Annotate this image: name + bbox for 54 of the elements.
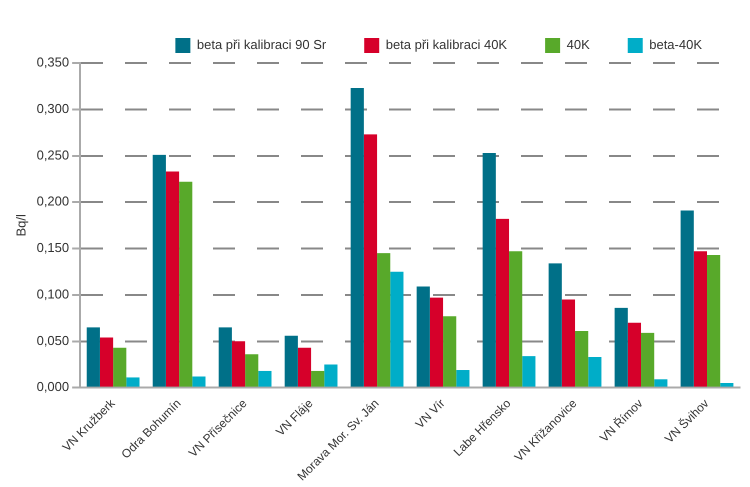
y-tick-label: 0,000 xyxy=(36,379,70,394)
bar xyxy=(694,251,708,387)
y-tick-label: 0,100 xyxy=(36,286,70,302)
bar xyxy=(496,218,510,387)
y-tick-label: 0,050 xyxy=(36,332,70,348)
bar xyxy=(350,88,364,387)
bar xyxy=(707,255,720,387)
bar xyxy=(575,331,588,387)
bar xyxy=(720,383,734,387)
bar xyxy=(482,152,496,387)
bar xyxy=(166,172,180,387)
bar xyxy=(628,322,642,387)
bar xyxy=(614,308,628,387)
bar xyxy=(245,354,258,387)
bar xyxy=(113,348,126,387)
bar xyxy=(680,210,694,387)
bar xyxy=(100,338,114,387)
bar xyxy=(126,377,140,387)
bar xyxy=(522,356,536,387)
bar xyxy=(258,370,272,387)
y-tick-label: 0,250 xyxy=(36,147,70,162)
bar xyxy=(192,376,206,387)
y-tick-label: 0,300 xyxy=(36,100,70,116)
bar xyxy=(562,300,576,387)
bar xyxy=(430,298,444,387)
legend-label: 40K xyxy=(566,37,590,52)
legend-label: beta-40K xyxy=(649,37,702,52)
y-tick-label: 0,200 xyxy=(36,194,70,209)
y-axis-title: Bq/l xyxy=(13,214,28,237)
bar xyxy=(86,327,100,387)
bar xyxy=(232,341,246,387)
bar xyxy=(390,272,404,387)
bar xyxy=(284,336,298,387)
bar xyxy=(364,134,378,387)
bar xyxy=(509,251,522,387)
bar xyxy=(298,348,312,387)
bar xyxy=(416,286,430,387)
x-tick-label: VN Vír xyxy=(412,396,448,432)
y-tick-label: 0,350 xyxy=(36,54,70,70)
bar xyxy=(548,263,562,387)
bar xyxy=(324,364,338,387)
legend-label: beta při kalibraci 40K xyxy=(386,37,508,52)
bar xyxy=(654,379,668,387)
bar xyxy=(152,154,166,387)
bar xyxy=(218,327,232,387)
bar xyxy=(179,182,192,387)
y-tick-label: 0,150 xyxy=(36,240,70,256)
bar xyxy=(641,332,654,387)
legend-label: beta při kalibraci 90 Sr xyxy=(196,37,327,52)
bar xyxy=(443,316,456,387)
bar xyxy=(456,370,470,387)
bar xyxy=(311,370,324,387)
bar xyxy=(588,357,602,387)
bar xyxy=(377,253,390,387)
